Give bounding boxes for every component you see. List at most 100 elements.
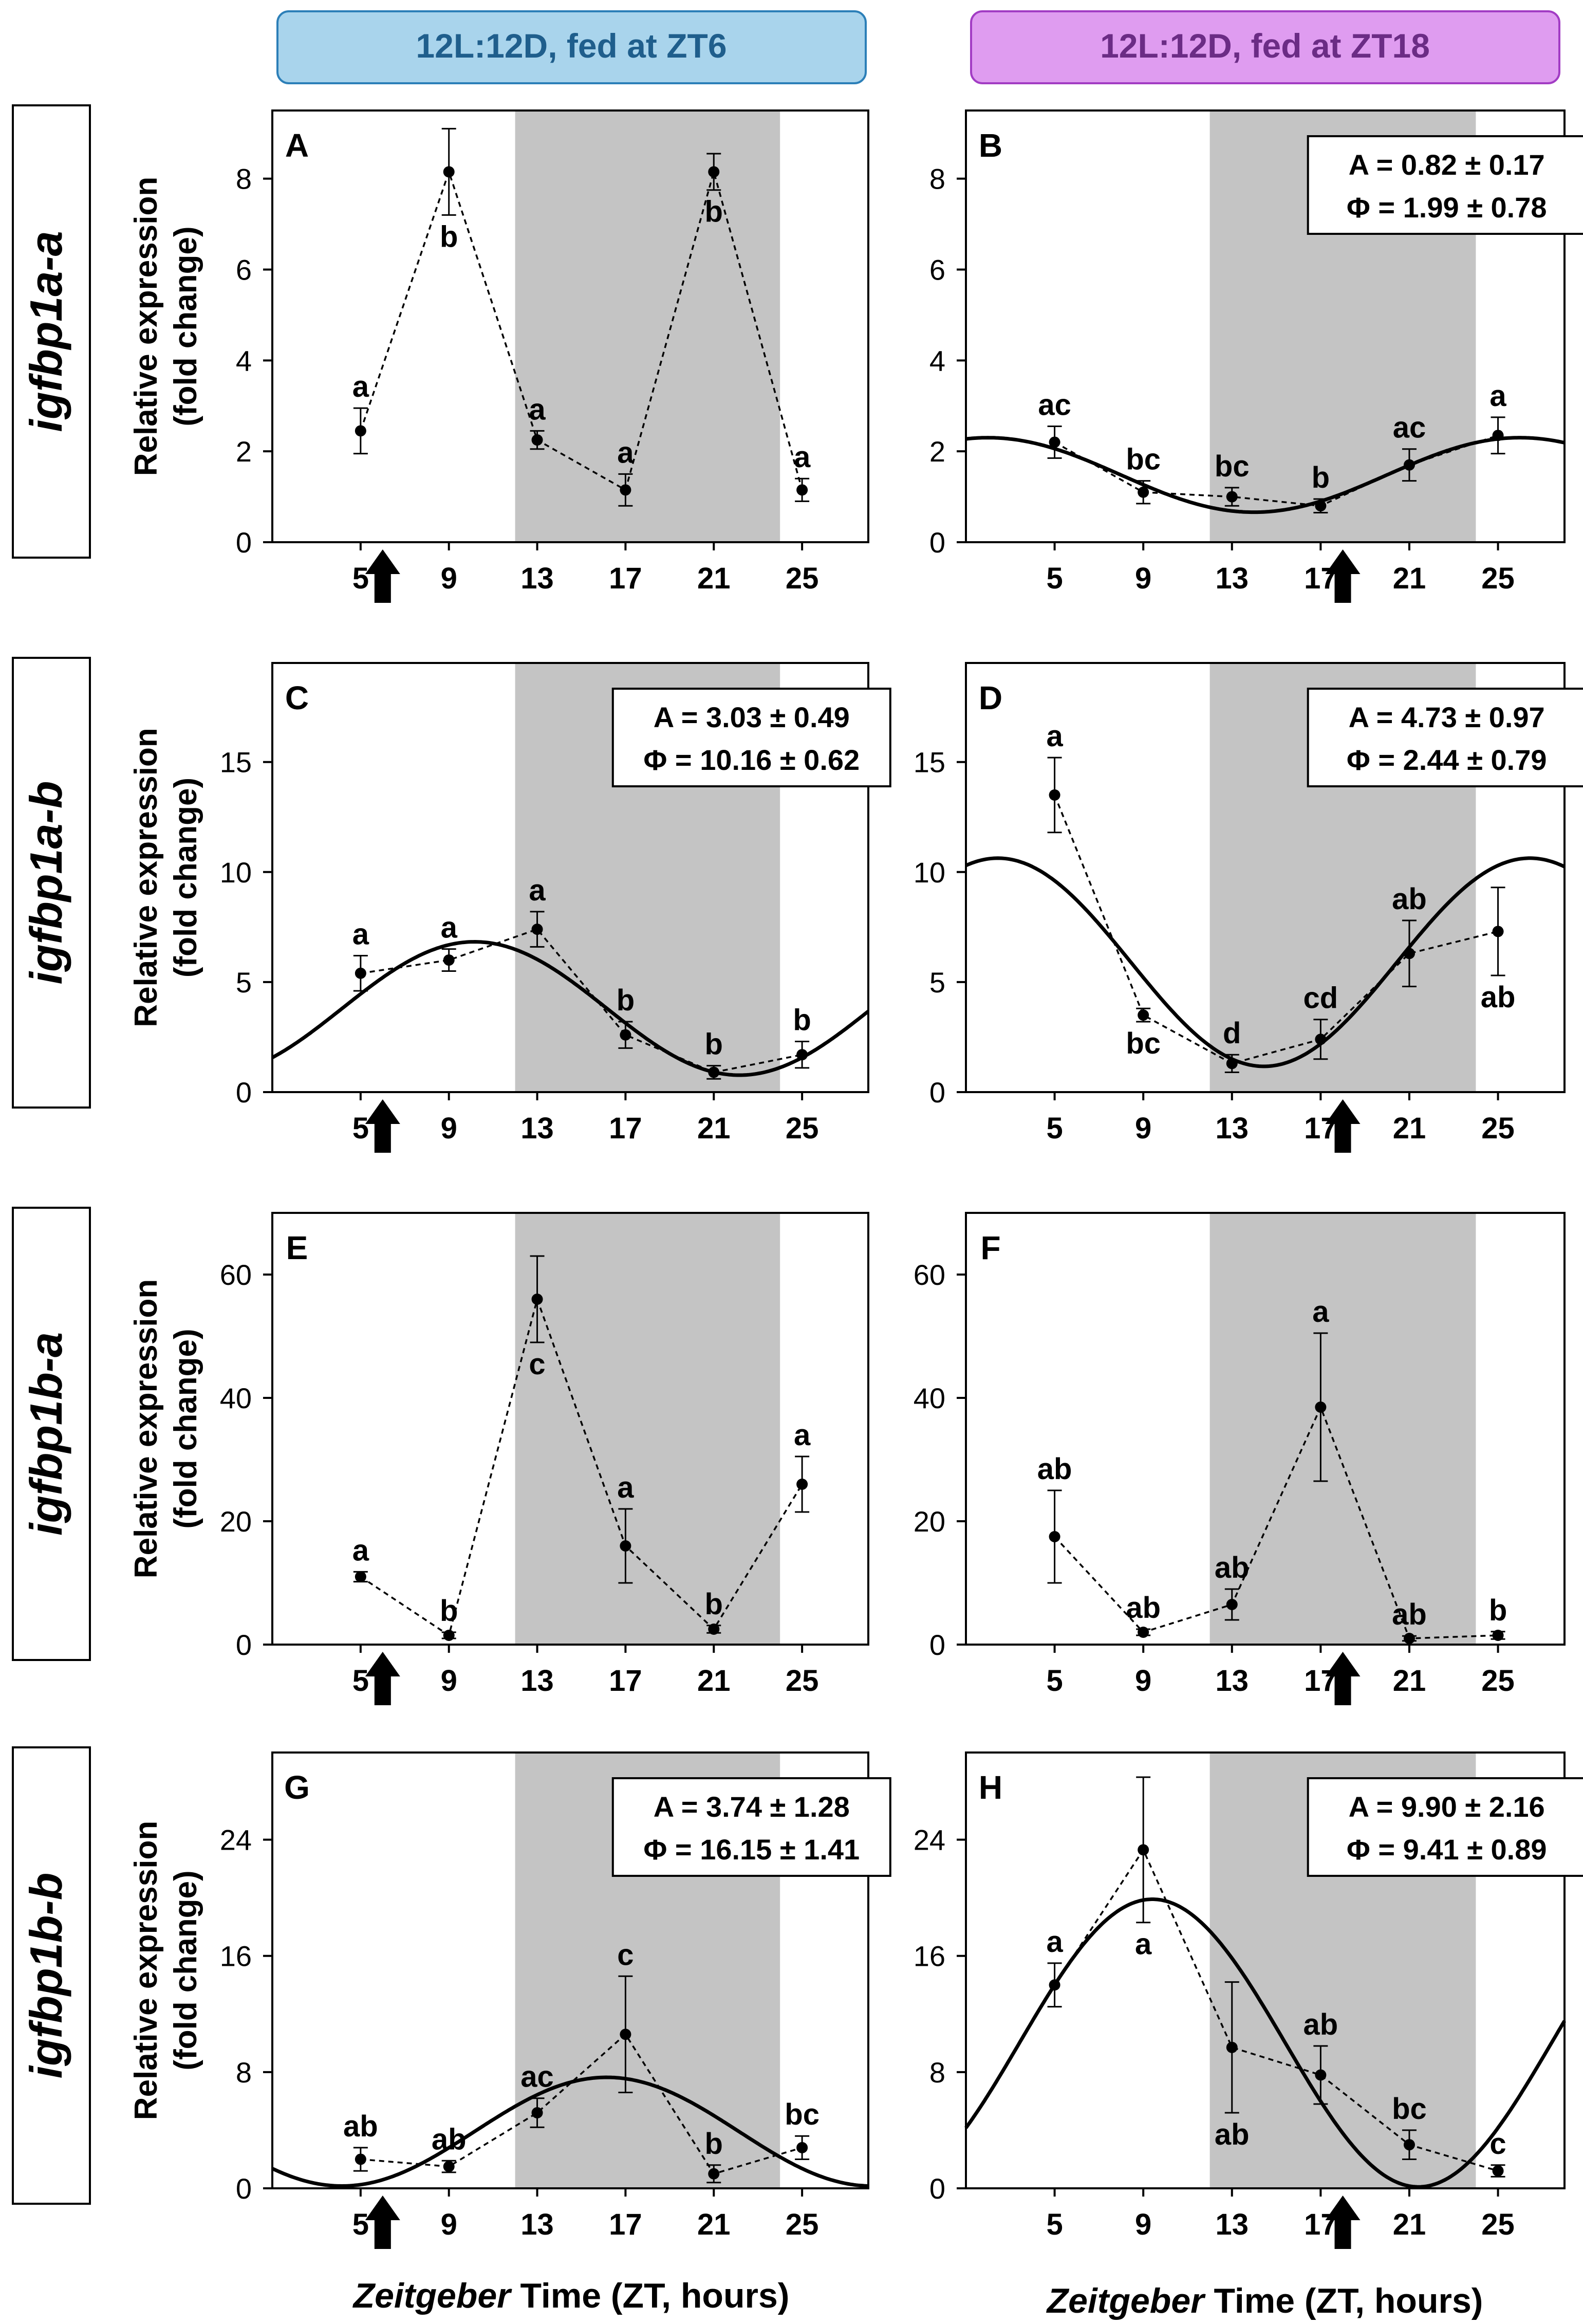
significance-label: ab [1303,2008,1338,2041]
data-point [355,1571,366,1582]
significance-label: a [352,370,369,403]
x-tick-label: 5 [1046,1664,1063,1698]
data-point [620,2028,631,2040]
x-tick-label: 13 [1216,2208,1249,2241]
x-axis-title-left: Zeitgeber Time (ZT, hours) [352,2276,790,2315]
y-tick-label: 0 [236,1629,252,1661]
feeding-arrow-icon [1325,1652,1361,1705]
significance-label: b [705,2127,723,2161]
data-point [708,2168,720,2180]
feeding-arrow-icon [365,549,400,603]
y-tick-label: 8 [236,163,252,195]
stats-box: A = 3.74 ± 1.28 Φ = 16.15 ± 1.41 [611,1777,891,1877]
cosinor-fit-curve [271,2075,869,2188]
stats-amplitude: A = 3.74 ± 1.28 [654,1791,850,1823]
x-tick-label: 21 [697,2208,731,2241]
x-tick-label: 25 [1481,2208,1515,2241]
data-point [1315,1034,1327,1045]
panel-letter: D [979,679,1002,716]
x-tick-label: 13 [1216,562,1249,595]
cosinor-fit-curve [965,436,1565,514]
data-point [1226,491,1238,503]
y-tick-label: 4 [236,344,252,377]
data-point [708,1624,720,1635]
series-line [360,2033,803,2175]
x-tick-label: 5 [352,2208,369,2241]
significance-label: c [529,1348,545,1381]
data-point [443,1630,455,1641]
x-axis-title-right-rest: Time (ZT, hours) [1204,2281,1483,2320]
data-point [620,1540,631,1552]
stats-box: A = 9.90 ± 2.16 Φ = 9.41 ± 0.89 [1307,1777,1583,1877]
feeding-arrow-icon [365,1652,400,1705]
panel-letter: F [980,1229,1000,1266]
y-tick-label: 5 [236,966,252,999]
y-tick-label: 0 [929,2172,945,2205]
x-tick-label: 9 [441,1664,457,1698]
x-tick-label: 17 [609,2208,642,2241]
data-point [531,434,543,446]
x-tick-label: 9 [441,1112,457,1145]
data-point [1315,2069,1327,2081]
data-point [355,425,366,437]
y-tick-label: 24 [220,1824,252,1856]
data-point [1138,1009,1149,1021]
x-tick-label: 5 [1046,2208,1063,2241]
stats-amplitude: A = 3.03 ± 0.49 [654,701,850,733]
panel-letter: G [284,1769,310,1806]
x-tick-label: 5 [352,562,369,595]
panel-E: Relative expression (fold change) 0 20 40 60 5… [128,1212,869,1705]
x-tick-label: 25 [786,1112,819,1145]
y-tick-label: 16 [220,1940,252,1972]
gene-label-text: igfbp1a-a [21,231,71,432]
x-tick-label: 13 [1216,1664,1249,1698]
x-tick-label: 13 [1216,1112,1249,1145]
data-point [1315,500,1327,512]
significance-label: a [794,1418,811,1452]
significance-label: b [1489,1594,1507,1627]
significance-label: a [529,393,546,426]
significance-label: b [1312,461,1330,494]
data-point [1138,1627,1149,1638]
x-tick-label: 21 [697,562,731,595]
x-tick-label: 21 [1393,1664,1426,1698]
y-tick-label: 4 [929,344,945,377]
stats-box-frame [611,1777,891,1877]
significance-label: b [440,1594,458,1628]
gene-label-box [12,657,91,1109]
significance-label: bc [1392,2092,1427,2126]
data-point [443,2161,455,2172]
data-point [708,166,720,178]
significance-label: a [441,911,458,945]
series-line [1054,434,1499,507]
significance-label: ac [520,2060,554,2094]
y-axis-label-line2: (fold change) [168,1870,203,2070]
dark-period-shading [1209,1213,1476,1645]
significance-label: ab [432,2123,467,2156]
gene-label-igfbp1b-a: igfbp1b-a [12,1207,91,1661]
x-tick-label: 21 [697,1664,731,1698]
significance-label: ac [1038,389,1071,422]
data-point [531,924,543,935]
data-point [708,1066,720,1078]
y-tick-label: 10 [914,856,945,889]
y-tick-label: 40 [914,1382,945,1414]
data-point [796,484,808,496]
series-line [360,928,803,1074]
data-point [1138,486,1149,498]
data-point [1226,2041,1238,2053]
stats-box-frame [1307,1777,1583,1877]
y-tick-label: 6 [929,253,945,286]
stats-acrophase: Φ = 9.41 ± 0.89 [1347,1833,1547,1866]
data-point [1492,2165,1504,2177]
y-axis-label-line1: Relative expression [128,1821,164,2120]
panel-letter: A [285,127,309,164]
significance-label: a [794,440,811,474]
panel-G: Relative expression (fold change) 0 8 16 24 5 9… [128,1751,891,2249]
gene-label-box [12,1207,91,1661]
x-tick-label: 21 [1393,2208,1426,2241]
gene-label-text: igfbp1b-b [21,1873,71,2079]
x-tick-label: 13 [520,2208,554,2241]
